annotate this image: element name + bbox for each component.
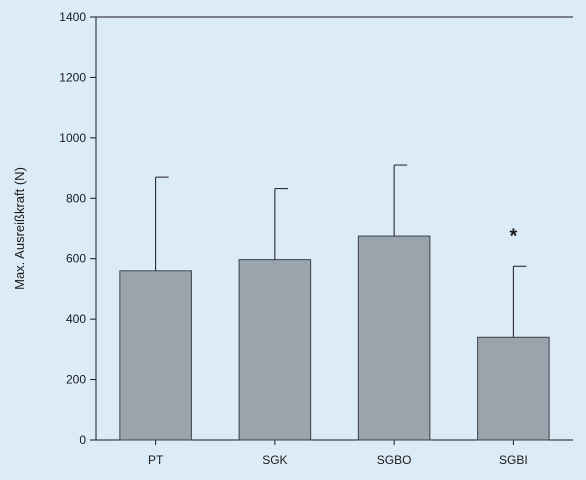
bar-sgbo — [357, 235, 431, 441]
error-bars — [155, 164, 527, 338]
bar-pt — [119, 270, 192, 441]
y-tick-label: 1000 — [59, 131, 86, 145]
bar-sgbi — [477, 336, 550, 441]
bars — [119, 235, 550, 441]
y-tick-label: 800 — [66, 191, 86, 205]
y-tick-label: 1400 — [59, 10, 86, 24]
x-tick-label-pt: PT — [148, 453, 164, 467]
y-tick-label: 0 — [79, 433, 86, 447]
y-tick-label: 600 — [66, 252, 86, 266]
labels: 0 200 400 600 800 1000 1200 1400 Max. Ausreißkra… — [12, 10, 528, 467]
significance-asterisk: * — [509, 225, 517, 247]
y-tick-label: 1200 — [59, 70, 86, 84]
y-tick-label: 400 — [66, 312, 86, 326]
x-tick-label-sgbo: SGBO — [377, 453, 412, 467]
x-tick-label-sgbi: SGBI — [499, 453, 528, 467]
x-tick-label-sgk: SGK — [262, 453, 287, 467]
y-axis-title: Max. Ausreißkraft (N) — [12, 167, 27, 290]
bar-sgk — [238, 259, 312, 441]
y-tick-label: 200 — [66, 373, 86, 387]
